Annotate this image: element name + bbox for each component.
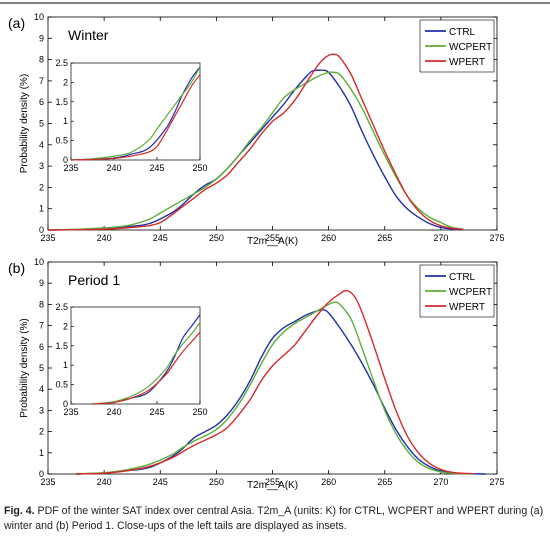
- inset-y-tick-label-a: 2: [63, 77, 68, 87]
- inset-series-line-wpert-b: [92, 331, 201, 405]
- panel-b: 235 240 245 250 255 260 265 270 275012345678910(…: [8, 257, 505, 491]
- inset-series-line-wcpert-b: [92, 322, 201, 405]
- inset-x-tick-label-a: 240: [106, 163, 121, 173]
- y-tick-label-b: 6: [39, 342, 44, 352]
- x-axis-label-a: T2m__A(K): [247, 236, 298, 247]
- inset-x-tick-label-a: 245: [149, 163, 164, 173]
- y-tick-label-a: 8: [39, 55, 44, 65]
- inset-y-tick-label-a: 0.5: [55, 136, 68, 146]
- inset-x-tick-label-b: 250: [192, 407, 207, 417]
- y-tick-label-a: 0: [39, 225, 44, 235]
- inset-series-line-wcpert-a: [70, 66, 201, 161]
- x-tick-label-b: 245: [153, 477, 168, 487]
- inset-y-tick-label-a: 2.5: [55, 58, 68, 68]
- inset-y-tick-label-b: 0.5: [55, 380, 68, 390]
- y-tick-label-b: 3: [39, 405, 44, 415]
- legend-label-wcpert-b: WCPERT: [449, 287, 492, 298]
- y-tick-label-b: 8: [39, 299, 44, 309]
- inset-y-tick-label-b: 2: [63, 321, 68, 331]
- x-tick-label-a: 275: [489, 233, 504, 243]
- legend-label-ctrl-b: CTRL: [449, 272, 476, 283]
- panel-label-b: (b): [8, 260, 25, 276]
- caption-label: Fig. 4.: [4, 505, 35, 517]
- inset-x-tick-label-a: 250: [192, 163, 207, 173]
- x-tick-label-b: 240: [97, 477, 112, 487]
- inset-b: 235 240 245 250 0 0.5 1 1.5 2 2.5: [55, 302, 207, 417]
- x-tick-label-a: 250: [209, 233, 224, 243]
- series-line-wpert-b: [76, 289, 475, 475]
- panel-label-a: (a): [8, 15, 25, 31]
- figure-caption: Fig. 4. PDF of the winter SAT index over…: [4, 504, 546, 534]
- inset-frame-a: [70, 62, 201, 161]
- y-tick-label-b: 0: [39, 469, 44, 479]
- inset-x-tick-label-b: 245: [149, 407, 164, 417]
- y-axis-label-a: Probability density (%): [19, 74, 30, 173]
- x-tick-label-a: 240: [97, 233, 112, 243]
- inset-frame-b: [70, 306, 201, 405]
- y-tick-label-a: 7: [39, 76, 44, 86]
- x-axis-label-b: T2m__A(K): [247, 480, 298, 491]
- inset-x-tick-label-a: 235: [63, 163, 78, 173]
- y-tick-label-b: 10: [34, 257, 44, 267]
- inset-y-tick-label-a: 0: [63, 155, 68, 165]
- inset-series-line-wpert-a: [70, 74, 201, 161]
- y-tick-label-b: 5: [39, 363, 44, 373]
- y-tick-label-a: 6: [39, 97, 44, 107]
- y-tick-label-b: 2: [39, 427, 44, 437]
- inset-a: 235 240 245 250 0 0.5 1 1.5 2 2.5: [55, 58, 207, 173]
- inset-y-tick-label-b: 0: [63, 399, 68, 409]
- y-tick-label-b: 9: [39, 278, 44, 288]
- legend-label-wpert-b: WPERT: [449, 302, 485, 313]
- inset-x-tick-label-b: 240: [106, 407, 121, 417]
- inset-y-tick-label-b: 1.5: [55, 341, 68, 351]
- series-line-wpert-a: [47, 53, 464, 231]
- series-line-ctrl-b: [76, 308, 486, 475]
- x-tick-label-b: 275: [489, 477, 504, 487]
- x-tick-label-a: 270: [433, 233, 448, 243]
- chart-title-a: Winter: [68, 27, 109, 43]
- inset-y-tick-label-b: 2.5: [55, 302, 68, 312]
- y-tick-label-a: 3: [39, 161, 44, 171]
- inset-y-tick-label-b: 1: [63, 360, 68, 370]
- legend-label-ctrl-a: CTRL: [449, 27, 476, 38]
- caption-text: PDF of the winter SAT index over central…: [4, 505, 544, 532]
- inset-x-tick-label-b: 235: [63, 407, 78, 417]
- panel-a: 235 240 245 250 255 260 265 270 275012345678910(…: [8, 12, 505, 247]
- series-line-ctrl-a: [47, 69, 464, 231]
- y-tick-label-b: 7: [39, 321, 44, 331]
- x-tick-label-b: 265: [377, 477, 392, 487]
- x-tick-label-b: 235: [40, 477, 55, 487]
- y-axis-label-b: Probability density (%): [19, 318, 30, 417]
- y-tick-label-a: 9: [39, 33, 44, 43]
- y-tick-label-b: 4: [39, 384, 44, 394]
- x-tick-label-a: 265: [377, 233, 392, 243]
- x-tick-label-a: 255: [265, 233, 280, 243]
- y-tick-label-a: 5: [39, 119, 44, 129]
- y-tick-label-a: 1: [39, 204, 44, 214]
- x-tick-label-a: 235: [40, 233, 55, 243]
- x-tick-label-b: 260: [321, 477, 336, 487]
- y-tick-label-b: 1: [39, 448, 44, 458]
- chart-title-b: Period 1: [68, 272, 120, 288]
- legend-label-wpert-a: WPERT: [449, 57, 485, 68]
- inset-y-tick-label-a: 1.5: [55, 97, 68, 107]
- series-line-wcpert-b: [76, 301, 475, 475]
- y-tick-label-a: 2: [39, 182, 44, 192]
- x-tick-label-b: 270: [433, 477, 448, 487]
- legend-label-wcpert-a: WCPERT: [449, 42, 492, 53]
- x-tick-label-a: 260: [321, 233, 336, 243]
- x-tick-label-b: 255: [265, 477, 280, 487]
- y-tick-label-a: 4: [39, 140, 44, 150]
- y-tick-label-a: 10: [34, 12, 44, 22]
- x-tick-label-a: 245: [153, 233, 168, 243]
- x-tick-label-b: 250: [209, 477, 224, 487]
- inset-y-tick-label-a: 1: [63, 116, 68, 126]
